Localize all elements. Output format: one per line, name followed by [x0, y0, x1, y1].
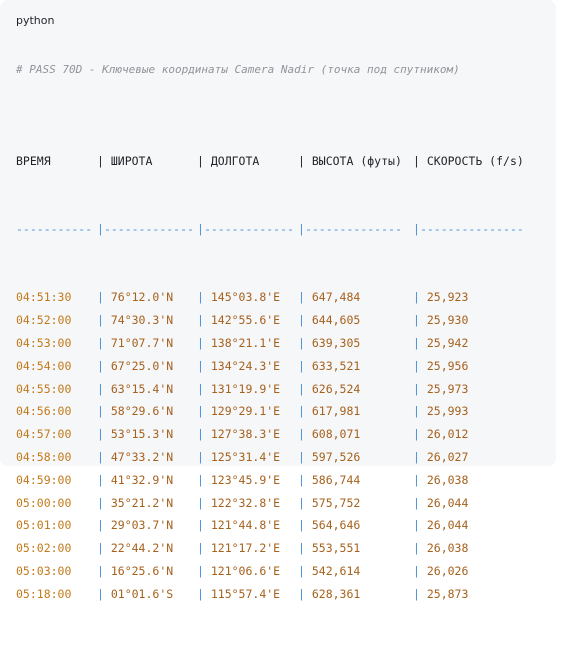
cell-longitude: 134°24.3'E	[210, 358, 281, 373]
cell-time: 05:03:00	[16, 563, 72, 578]
cell-speed: 25,956	[426, 358, 469, 373]
cell-speed: 26,044	[426, 518, 469, 533]
code-comment: # PASS 70D - Ключевые координаты Camera …	[16, 63, 460, 76]
cell-time: 04:55:00	[16, 381, 72, 396]
cell-altitude: 647,484	[311, 290, 361, 305]
cell-longitude: 121°06.6'E	[210, 563, 281, 578]
cell-latitude: 58°29.6'N	[110, 404, 174, 419]
cell-altitude: 553,551	[311, 541, 361, 556]
table-row: 04:58:00 | 47°33.2'N | 125°31.4'E | 597,526…	[16, 449, 469, 464]
cell-latitude: 22°44.2'N	[110, 541, 174, 556]
cell-time: 05:01:00	[16, 518, 72, 533]
cell-latitude: 29°03.7'N	[110, 518, 174, 533]
table-row: 04:51:30 | 76°12.0'N | 145°03.8'E | 647,484…	[16, 290, 469, 305]
cell-time: 04:56:00	[16, 404, 72, 419]
table-row: 05:00:00 | 35°21.2'N | 122°32.8'E | 575,752…	[16, 495, 469, 510]
cell-speed: 25,923	[426, 290, 469, 305]
table-row: 05:01:00 | 29°03.7'N | 121°44.8'E | 564,646…	[16, 518, 469, 533]
cell-latitude: 74°30.3'N	[110, 313, 174, 328]
cell-longitude: 138°21.1'E	[210, 335, 281, 350]
cell-latitude: 76°12.0'N	[110, 290, 174, 305]
cell-latitude: 67°25.0'N	[110, 358, 174, 373]
header-altitude: ВЫСОТА (футы)	[311, 153, 402, 168]
cell-altitude: 617,981	[311, 404, 361, 419]
cell-longitude: 115°57.4'E	[210, 586, 281, 601]
cell-altitude: 644,605	[311, 313, 361, 328]
cell-latitude: 63°15.4'N	[110, 381, 174, 396]
table-row: 04:53:00 | 71°07.7'N | 138°21.1'E | 639,305…	[16, 335, 469, 350]
cell-speed: 25,993	[426, 404, 469, 419]
cell-latitude: 53°15.3'N	[110, 427, 174, 442]
table-row: 04:57:00 | 53°15.3'N | 127°38.3'E | 608,071…	[16, 427, 469, 442]
cell-speed: 26,044	[426, 495, 469, 510]
table-row: 04:52:00 | 74°30.3'N | 142°55.6'E | 644,605…	[16, 313, 469, 328]
coordinates-table: ВРЕМЯ | ШИРОТА | ДОЛГОТА | ВЫСОТА (футы)…	[16, 104, 524, 651]
code-language-label: python	[16, 14, 55, 27]
cell-time: 05:00:00	[16, 495, 72, 510]
cell-time: 04:57:00	[16, 427, 72, 442]
cell-time: 05:18:00	[16, 586, 72, 601]
cell-latitude: 71°07.7'N	[110, 335, 174, 350]
separator-row: ----------- |------------- |------------…	[16, 221, 524, 236]
cell-altitude: 639,305	[311, 335, 361, 350]
cell-latitude: 01°01.6'S	[110, 586, 174, 601]
cell-longitude: 127°38.3'E	[210, 427, 281, 442]
cell-altitude: 633,521	[311, 358, 361, 373]
cell-altitude: 564,646	[311, 518, 361, 533]
cell-time: 04:53:00	[16, 335, 72, 350]
table-row: 05:02:00 | 22°44.2'N | 121°17.2'E | 553,551…	[16, 541, 469, 556]
cell-altitude: 626,524	[311, 381, 361, 396]
cell-time: 04:54:00	[16, 358, 72, 373]
cell-speed: 25,930	[426, 313, 469, 328]
cell-time: 05:02:00	[16, 541, 72, 556]
table-row: 04:55:00 | 63°15.4'N | 131°19.9'E | 626,524…	[16, 381, 469, 396]
header-latitude: ШИРОТА	[110, 153, 153, 168]
cell-latitude: 16°25.6'N	[110, 563, 174, 578]
cell-longitude: 121°17.2'E	[210, 541, 281, 556]
code-block: python # PASS 70D - Ключевые координаты …	[16, 14, 524, 601]
cell-speed: 26,038	[426, 541, 469, 556]
cell-time: 04:51:30	[16, 290, 72, 305]
cell-speed: 25,873	[426, 586, 469, 601]
cell-longitude: 125°31.4'E	[210, 449, 281, 464]
header-longitude: ДОЛГОТА	[210, 153, 260, 168]
cell-speed: 25,942	[426, 335, 469, 350]
header-time: ВРЕМЯ	[16, 153, 51, 168]
table-row: 05:18:00 | 01°01.6'S | 115°57.4'E | 628,361…	[16, 586, 469, 601]
cell-altitude: 542,614	[311, 563, 361, 578]
table-row: 05:03:00 | 16°25.6'N | 121°06.6'E | 542,614…	[16, 563, 469, 578]
cell-time: 04:52:00	[16, 313, 72, 328]
table-row: 04:56:00 | 58°29.6'N | 129°29.1'E | 617,981…	[16, 404, 469, 419]
table-row: 04:59:00 | 41°32.9'N | 123°45.9'E | 586,744…	[16, 472, 469, 487]
cell-speed: 25,973	[426, 381, 469, 396]
cell-altitude: 575,752	[311, 495, 361, 510]
cell-altitude: 597,526	[311, 449, 361, 464]
cell-longitude: 142°55.6'E	[210, 313, 281, 328]
cell-latitude: 47°33.2'N	[110, 449, 174, 464]
cell-longitude: 131°19.9'E	[210, 381, 281, 396]
cell-latitude: 35°21.2'N	[110, 495, 174, 510]
cell-longitude: 145°03.8'E	[210, 290, 281, 305]
cell-altitude: 608,071	[311, 427, 361, 442]
table-body: 04:51:30 | 76°12.0'N | 145°03.8'E | 647,484…	[16, 286, 523, 605]
cell-longitude: 129°29.1'E	[210, 404, 281, 419]
table-row: 04:54:00 | 67°25.0'N | 134°24.3'E | 633,521…	[16, 358, 469, 373]
cell-longitude: 121°44.8'E	[210, 518, 281, 533]
header-speed: СКОРОСТЬ (f/s)	[426, 153, 524, 168]
cell-speed: 26,012	[426, 427, 469, 442]
cell-speed: 26,026	[426, 563, 469, 578]
cell-time: 04:58:00	[16, 449, 72, 464]
header-row: ВРЕМЯ | ШИРОТА | ДОЛГОТА | ВЫСОТА (футы)…	[16, 153, 524, 168]
cell-altitude: 628,361	[311, 586, 361, 601]
cell-longitude: 122°32.8'E	[210, 495, 281, 510]
cell-speed: 26,027	[426, 449, 469, 464]
